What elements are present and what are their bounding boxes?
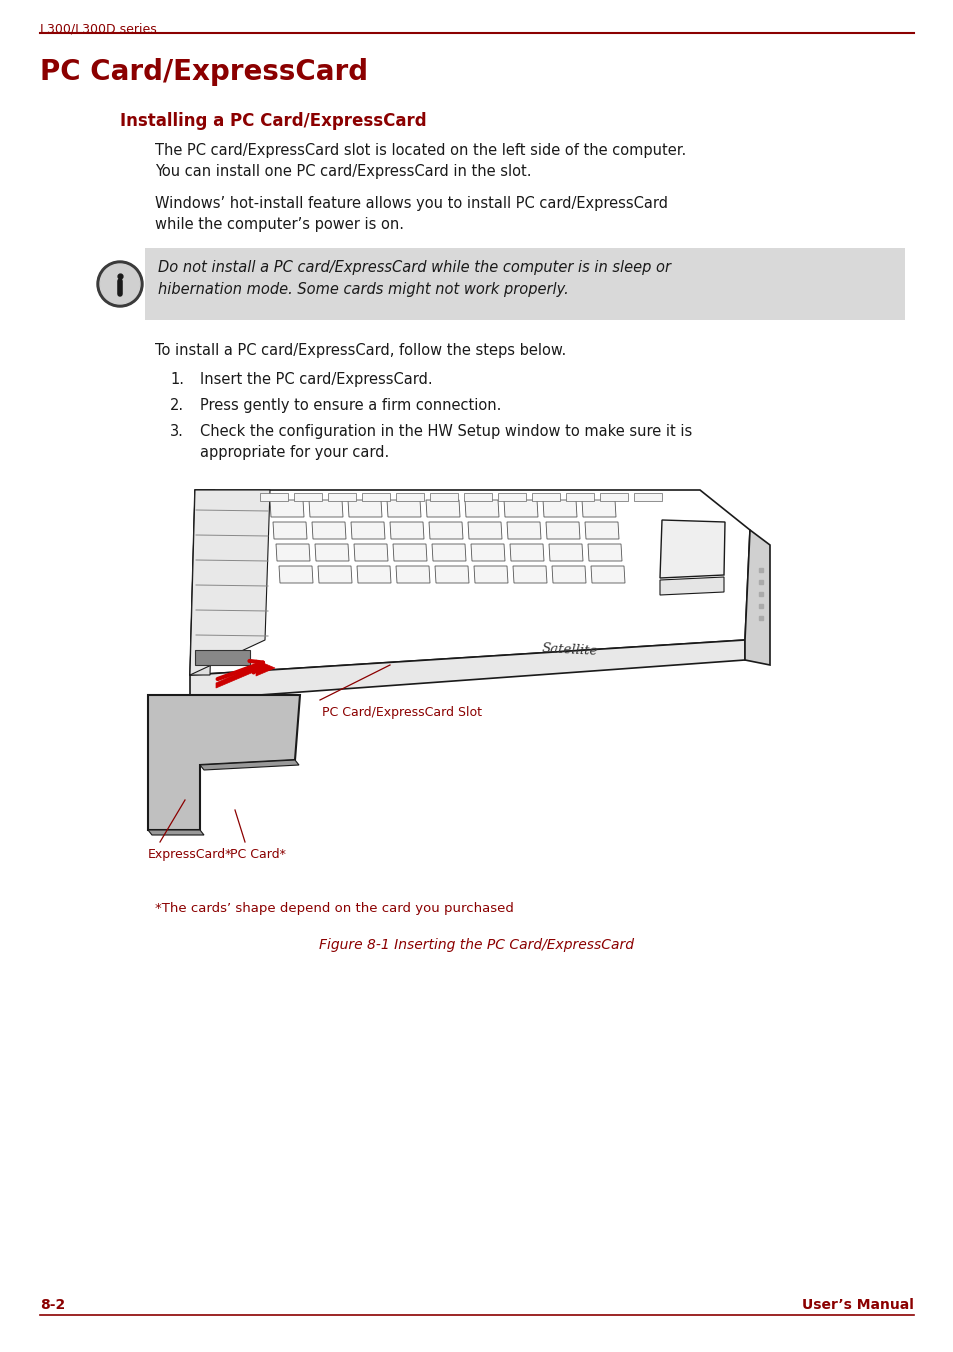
Text: Check the configuration in the HW Setup window to make sure it is
appropriate fo: Check the configuration in the HW Setup … (200, 425, 692, 460)
Text: 1.: 1. (170, 372, 184, 387)
Polygon shape (432, 544, 465, 561)
Polygon shape (190, 639, 744, 700)
Polygon shape (503, 500, 537, 516)
Text: Press gently to ensure a firm connection.: Press gently to ensure a firm connection… (200, 397, 501, 412)
Polygon shape (435, 566, 469, 583)
Text: ExpressCard*: ExpressCard* (148, 848, 233, 861)
Polygon shape (273, 522, 307, 539)
Polygon shape (275, 544, 310, 561)
Polygon shape (584, 522, 618, 539)
Text: PC Card/ExpressCard: PC Card/ExpressCard (40, 58, 368, 87)
Polygon shape (744, 530, 769, 665)
FancyBboxPatch shape (145, 247, 904, 320)
Text: PC Card*: PC Card* (230, 848, 286, 861)
Polygon shape (429, 522, 462, 539)
Polygon shape (270, 500, 304, 516)
Text: Figure 8-1 Inserting the PC Card/ExpressCard: Figure 8-1 Inserting the PC Card/Express… (319, 938, 634, 952)
Polygon shape (659, 521, 724, 579)
Polygon shape (590, 566, 624, 583)
Circle shape (97, 261, 143, 307)
Polygon shape (312, 522, 346, 539)
Text: L300/L300D series: L300/L300D series (40, 22, 156, 35)
Text: 3.: 3. (170, 425, 184, 439)
Polygon shape (194, 650, 250, 665)
Polygon shape (260, 493, 288, 502)
Polygon shape (200, 760, 298, 771)
Polygon shape (513, 566, 546, 583)
Polygon shape (148, 830, 204, 836)
Text: PC Card/ExpressCard Slot: PC Card/ExpressCard Slot (322, 706, 481, 719)
Polygon shape (395, 566, 430, 583)
Text: 8-2: 8-2 (40, 1298, 65, 1311)
Polygon shape (354, 544, 388, 561)
Polygon shape (387, 500, 420, 516)
Polygon shape (464, 500, 498, 516)
Polygon shape (468, 522, 501, 539)
Polygon shape (506, 522, 540, 539)
Polygon shape (190, 489, 214, 675)
Polygon shape (510, 544, 543, 561)
Polygon shape (474, 566, 507, 583)
Text: Windows’ hot-install feature allows you to install PC card/ExpressCard
while the: Windows’ hot-install feature allows you … (154, 196, 667, 233)
Text: Installing a PC Card/ExpressCard: Installing a PC Card/ExpressCard (120, 112, 426, 130)
Text: Satellite: Satellite (541, 642, 598, 658)
Text: User’s Manual: User’s Manual (801, 1298, 913, 1311)
Polygon shape (348, 500, 381, 516)
Polygon shape (471, 544, 504, 561)
Polygon shape (548, 544, 582, 561)
Polygon shape (430, 493, 457, 502)
Polygon shape (426, 500, 459, 516)
Text: To install a PC card/ExpressCard, follow the steps below.: To install a PC card/ExpressCard, follow… (154, 343, 566, 358)
Polygon shape (532, 493, 559, 502)
Polygon shape (351, 522, 385, 539)
Polygon shape (190, 489, 749, 675)
Text: Do not install a PC card/ExpressCard while the computer is in sleep or
hibernati: Do not install a PC card/ExpressCard whi… (158, 260, 670, 296)
Polygon shape (314, 544, 349, 561)
Polygon shape (393, 544, 427, 561)
Polygon shape (215, 660, 274, 688)
Polygon shape (587, 544, 621, 561)
Polygon shape (552, 566, 585, 583)
Polygon shape (356, 566, 391, 583)
Polygon shape (542, 500, 577, 516)
Text: 2.: 2. (170, 397, 184, 412)
Polygon shape (634, 493, 661, 502)
Polygon shape (328, 493, 355, 502)
Polygon shape (395, 493, 423, 502)
Polygon shape (463, 493, 492, 502)
Polygon shape (390, 522, 423, 539)
Polygon shape (294, 493, 322, 502)
Polygon shape (278, 566, 313, 583)
Polygon shape (148, 695, 299, 830)
Text: The PC card/ExpressCard slot is located on the left side of the computer.
You ca: The PC card/ExpressCard slot is located … (154, 143, 685, 178)
Polygon shape (581, 500, 616, 516)
Polygon shape (659, 577, 723, 595)
Polygon shape (497, 493, 525, 502)
Polygon shape (599, 493, 627, 502)
Polygon shape (545, 522, 579, 539)
Polygon shape (190, 489, 270, 675)
Polygon shape (317, 566, 352, 583)
Text: Insert the PC card/ExpressCard.: Insert the PC card/ExpressCard. (200, 372, 432, 387)
Text: *The cards’ shape depend on the card you purchased: *The cards’ shape depend on the card you… (154, 902, 514, 915)
Polygon shape (309, 500, 343, 516)
Polygon shape (361, 493, 390, 502)
Circle shape (100, 264, 140, 304)
Polygon shape (565, 493, 594, 502)
